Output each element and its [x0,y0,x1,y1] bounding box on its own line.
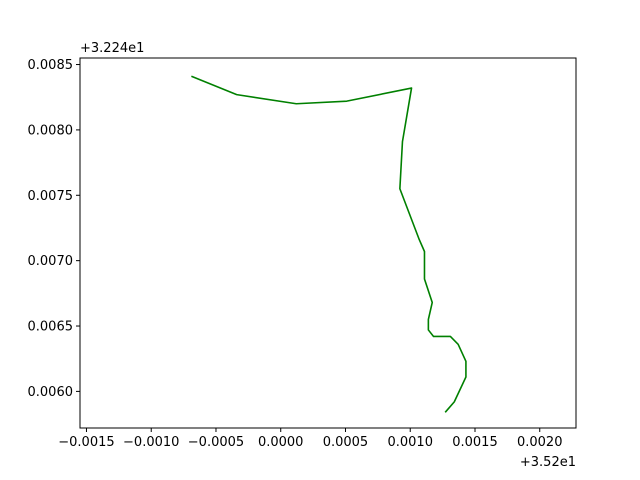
y-tick-label: 0.0075 [28,189,74,204]
series-line [191,75,467,413]
x-tick-label: 0.0000 [258,435,304,450]
x-tick-label: 0.0010 [387,435,433,450]
y-tick-label: 0.0085 [28,58,74,73]
x-offset-label: +3.52e1 [520,455,576,470]
series-layer [191,75,467,413]
y-offset-label: +3.224e1 [80,41,144,56]
x-tick-label: 0.0015 [452,435,498,450]
x-tick-label: −0.0015 [58,435,114,450]
y-axis: 0.0060 0.0065 0.0070 0.0075 0.0080 0.0085 [28,58,80,400]
x-tick-label: −0.0005 [188,435,244,450]
x-axis: −0.0015 −0.0010 −0.0005 0.0000 0.0005 0.0010 0… [58,428,562,450]
axes-frame [79,57,577,429]
y-tick-label: 0.0080 [28,123,74,138]
x-tick-label: 0.0005 [323,435,369,450]
y-tick-label: 0.0070 [28,254,74,269]
y-tick-label: 0.0065 [28,320,74,335]
x-tick-label: 0.0020 [517,435,563,450]
y-tick-label: 0.0060 [28,385,74,400]
x-tick-label: −0.0010 [123,435,179,450]
